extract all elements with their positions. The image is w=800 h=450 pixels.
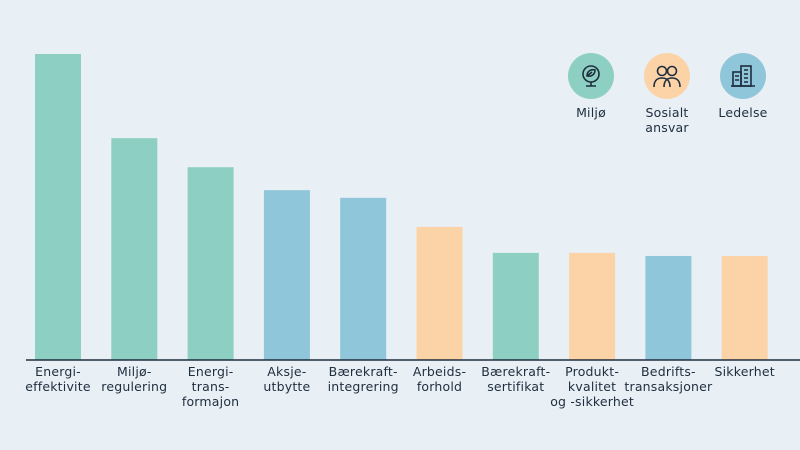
- bar-7: [492, 252, 539, 360]
- bar-10: [721, 255, 768, 360]
- category-label-2: Miljø-regulering: [101, 364, 167, 394]
- category-label-5: Bærekraft-integrering: [328, 364, 399, 394]
- legend-label-social: Sosialt ansvar: [645, 105, 689, 135]
- bar-5: [340, 197, 387, 360]
- legend-item-social: Sosialt ansvar: [633, 53, 701, 135]
- legend-item-governance: Ledelse: [709, 53, 777, 120]
- category-label-9: Bedrifts-transaksjoner: [624, 364, 713, 394]
- bar-2: [111, 138, 158, 360]
- bar-8: [569, 252, 616, 360]
- category-label-8: Produkt-kvalitet og -sikkerhet: [550, 364, 634, 409]
- bar-4: [263, 190, 310, 360]
- bar-3: [187, 167, 234, 360]
- legend-label-environment: Miljø: [576, 105, 606, 120]
- category-label-1: Energi-effektivite: [25, 364, 91, 394]
- bar-1: [35, 54, 81, 360]
- category-label-6: Arbeids-forhold: [413, 364, 466, 394]
- category-label-3: Energi-trans-formajon: [182, 364, 239, 409]
- buildings-icon: [720, 53, 766, 99]
- category-label-4: Aksje-utbytte: [263, 364, 310, 394]
- bar-6: [416, 226, 463, 360]
- category-label-7: Bærekraft-sertifikat: [481, 364, 550, 394]
- globe-leaf-icon: [568, 53, 614, 99]
- category-label-10: Sikkerhet: [715, 364, 775, 379]
- people-icon: [644, 53, 690, 99]
- legend-item-environment: Miljø: [557, 53, 625, 120]
- bar-9: [645, 255, 692, 360]
- legend-label-governance: Ledelse: [718, 105, 768, 120]
